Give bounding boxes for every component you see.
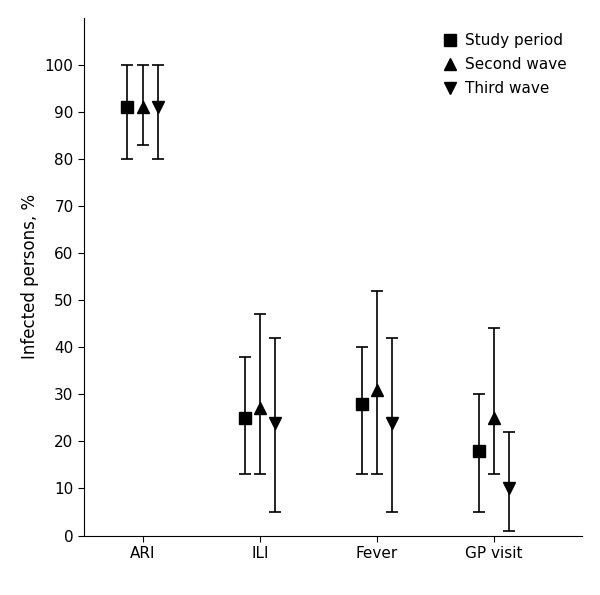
- Y-axis label: Infected persons, %: Infected persons, %: [21, 194, 39, 359]
- Legend: Study period, Second wave, Third wave: Study period, Second wave, Third wave: [436, 26, 574, 104]
